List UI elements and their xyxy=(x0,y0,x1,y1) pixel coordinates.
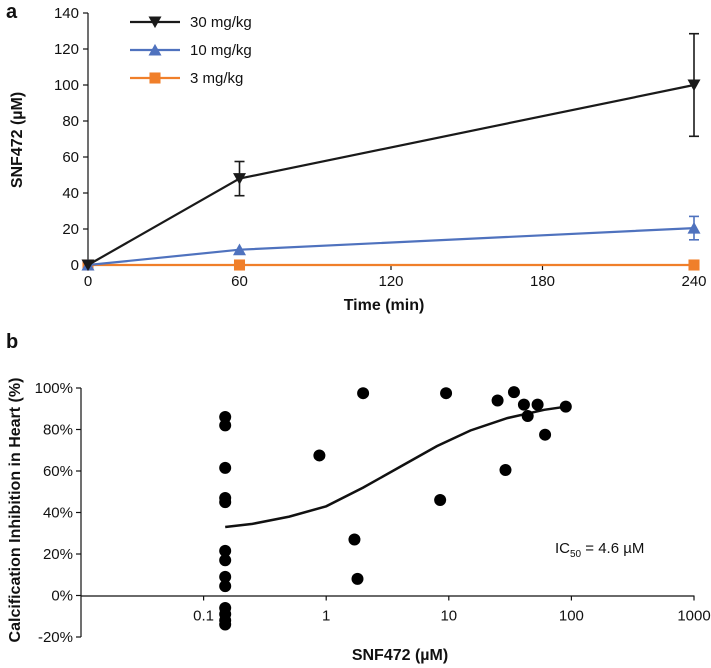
ic50-value: = 4.6 µM xyxy=(581,540,644,557)
data-point xyxy=(688,259,700,271)
panel-a-y-tick-label: 100 xyxy=(54,77,79,94)
panel-a-ticks: 0 20 40 60 80 100 120 140 0 60 120 180 240 xyxy=(54,5,707,290)
panel-b-x-tick-label: 100 xyxy=(559,608,584,625)
scatter-point xyxy=(507,386,520,399)
ic50-subscript: 50 xyxy=(570,549,582,560)
panel-b-y-tick-label: 40% xyxy=(43,505,73,522)
panel-b-label: b xyxy=(6,331,18,353)
panel-a-x-tick-label: 120 xyxy=(378,273,403,290)
scatter-point xyxy=(219,618,232,631)
scatter-point xyxy=(491,394,504,407)
panel-a-x-tick-label: 60 xyxy=(231,273,248,290)
scatter-point xyxy=(521,410,534,423)
panel-b-x-axis-title: SNF472 (µM) xyxy=(352,647,448,664)
scatter-point xyxy=(219,544,232,557)
data-point xyxy=(233,173,246,185)
panel-a-y-tick-label: 0 xyxy=(71,257,79,274)
data-point xyxy=(233,243,246,256)
data-point xyxy=(81,259,95,272)
panel-a-y-tick-label: 60 xyxy=(62,149,79,166)
panel-a-y-tick-label: 20 xyxy=(62,221,79,238)
series-line xyxy=(87,227,695,267)
panel-a-y-tick-label: 80 xyxy=(62,113,79,130)
scatter-point xyxy=(531,398,544,411)
legend-label: 10 mg/kg xyxy=(190,42,252,59)
scatter-point xyxy=(219,570,232,583)
panel-a-label: a xyxy=(6,1,18,23)
data-point xyxy=(687,221,701,234)
scatter-point xyxy=(539,428,552,441)
panel-a-legend: 30 mg/kg 10 mg/kg 3 mg/kg xyxy=(130,14,252,87)
legend-label: 30 mg/kg xyxy=(190,14,252,31)
scatter-point xyxy=(219,554,232,567)
scatter-point xyxy=(357,387,370,400)
data-point xyxy=(687,79,701,92)
panel-b-y-tick-label: 100% xyxy=(35,380,73,397)
legend-marker xyxy=(149,72,161,84)
scatter-point xyxy=(499,463,512,476)
scatter-point xyxy=(219,461,232,474)
data-point xyxy=(233,259,246,271)
scatter-point xyxy=(559,400,572,413)
panel-a: a SNF472 (µM) Time (min) 0 20 40 60 80 100 120… xyxy=(6,1,707,314)
panel-b-y-axis-title: Calcification Inhibition in Heart (%) xyxy=(7,378,24,643)
panel-b-ticks: -20% 0% 20% 40% 60% 80% 100% 0.1 1 10 100 1000 xyxy=(35,380,711,646)
panel-a-y-tick-label: 140 xyxy=(54,5,79,22)
scatter-point xyxy=(219,411,232,424)
legend-marker xyxy=(148,43,162,56)
panel-b-x-tick-label: 10 xyxy=(440,608,457,625)
panel-b-y-tick-label: 60% xyxy=(43,463,73,480)
panel-a-x-tick-label: 0 xyxy=(84,273,92,290)
scatter-point xyxy=(219,580,232,593)
panel-a-x-tick-label: 240 xyxy=(681,273,706,290)
panel-b-x-tick-label: 1000 xyxy=(677,608,710,625)
scatter-point xyxy=(219,496,232,509)
scatter-point xyxy=(434,494,447,507)
panel-a-x-axis-title: Time (min) xyxy=(344,297,425,314)
panel-a-y-tick-label: 120 xyxy=(54,41,79,58)
panel-b-ic50-annotation: IC50 = 4.6 µM xyxy=(555,540,644,560)
ic50-base: IC xyxy=(555,540,570,557)
legend-marker xyxy=(148,16,162,29)
panel-b-points xyxy=(219,386,572,631)
panel-b-y-tick-label: 80% xyxy=(43,422,73,439)
panel-b-x-tick-label: 0.1 xyxy=(193,608,214,625)
scatter-point xyxy=(313,449,326,462)
panel-b: b Calcification Inhibition in Heart (%) … xyxy=(6,331,711,664)
panel-a-x-tick-label: 180 xyxy=(530,273,555,290)
panel-b-y-tick-label: -20% xyxy=(38,629,73,646)
panel-b-y-tick-label: 0% xyxy=(51,588,73,605)
panel-b-fit-curve xyxy=(225,405,566,529)
panel-a-series xyxy=(81,32,701,272)
panel-a-y-tick-label: 40 xyxy=(62,185,79,202)
panel-b-y-tick-label: 20% xyxy=(43,546,73,563)
scatter-point xyxy=(348,533,361,546)
series-line xyxy=(87,83,695,266)
panel-a-y-axis-title: SNF472 (µM) xyxy=(9,92,26,188)
scatter-point xyxy=(351,572,364,585)
scatter-point xyxy=(219,419,232,432)
scatter-point xyxy=(440,387,453,400)
legend-label: 3 mg/kg xyxy=(190,70,243,87)
scatter-point xyxy=(517,398,530,411)
panel-b-x-tick-label: 1 xyxy=(322,608,330,625)
